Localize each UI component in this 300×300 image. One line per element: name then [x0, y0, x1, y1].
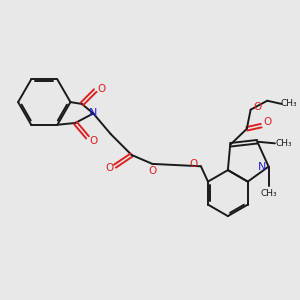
Text: O: O	[190, 159, 198, 169]
Text: O: O	[263, 117, 272, 128]
Text: CH₃: CH₃	[280, 99, 297, 108]
Text: O: O	[148, 166, 157, 176]
Text: O: O	[254, 102, 262, 112]
Text: O: O	[89, 136, 97, 146]
Text: CH₃: CH₃	[260, 189, 277, 198]
Text: CH₃: CH₃	[275, 139, 292, 148]
Text: N: N	[257, 162, 266, 172]
Text: O: O	[105, 163, 113, 173]
Text: N: N	[89, 108, 98, 118]
Text: O: O	[97, 84, 105, 94]
